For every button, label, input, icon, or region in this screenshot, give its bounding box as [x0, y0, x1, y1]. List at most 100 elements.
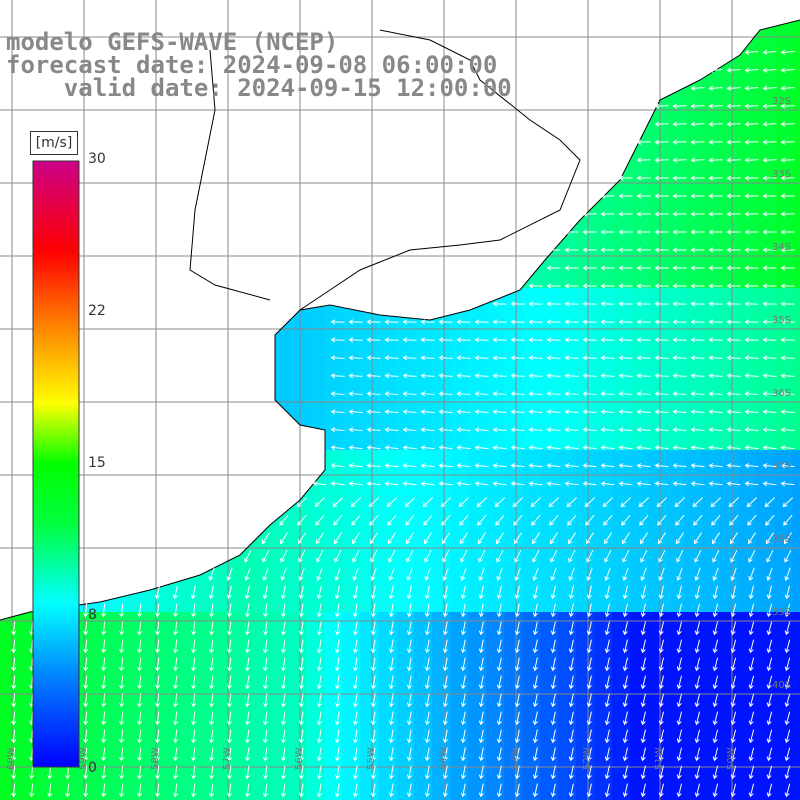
speed-cell — [360, 432, 378, 450]
wind-arrow — [694, 783, 701, 798]
speed-cell — [630, 162, 648, 180]
wind-arrow — [582, 391, 597, 397]
wind-arrow — [708, 157, 723, 163]
speed-cell — [396, 360, 414, 378]
wind-arrow — [438, 337, 453, 343]
speed-cell — [468, 558, 486, 576]
wind-arrow — [762, 355, 777, 361]
wind-arrow — [780, 103, 795, 109]
wind-arrow — [766, 549, 774, 563]
speed-cell — [450, 486, 468, 504]
wind-arrow — [726, 67, 741, 73]
wind-arrow — [442, 711, 448, 726]
speed-cell — [702, 594, 720, 612]
wind-arrow — [173, 711, 179, 726]
wind-arrow — [532, 549, 540, 563]
wind-arrow — [514, 675, 520, 690]
speed-cell — [774, 270, 792, 288]
wind-arrow — [654, 193, 669, 199]
speed-cell — [738, 720, 756, 738]
speed-cell — [540, 342, 558, 360]
speed-cell — [486, 504, 504, 522]
wind-arrow — [568, 603, 574, 618]
wind-arrow — [298, 729, 305, 744]
wind-arrow — [83, 675, 89, 690]
wind-arrow — [654, 301, 669, 307]
wind-arrow — [101, 603, 107, 618]
wind-arrow — [636, 229, 651, 235]
wind-arrow — [11, 639, 17, 654]
wind-arrow — [460, 549, 468, 563]
wind-arrow — [726, 193, 741, 199]
speed-cell — [414, 630, 432, 648]
speed-cell — [684, 792, 702, 800]
wind-arrow — [492, 463, 507, 469]
speed-cell — [666, 432, 684, 450]
speed-cell — [378, 774, 396, 792]
wind-arrow — [621, 532, 630, 545]
wind-arrow — [478, 783, 484, 798]
wind-arrow — [332, 497, 344, 508]
speed-cell — [738, 126, 756, 144]
wind-arrow — [316, 657, 323, 672]
wind-arrow — [730, 621, 737, 636]
wind-arrow — [456, 337, 471, 343]
wind-arrow — [280, 783, 287, 798]
wind-arrow — [600, 481, 615, 487]
wind-arrow — [638, 497, 650, 508]
wind-arrow — [478, 693, 484, 708]
speed-cell — [306, 360, 324, 378]
wind-arrow — [352, 729, 358, 744]
wind-arrow — [11, 783, 17, 798]
wind-arrow — [672, 193, 687, 199]
wind-arrow — [424, 585, 430, 600]
speed-cell — [738, 486, 756, 504]
speed-cell — [666, 702, 684, 720]
speed-cell — [666, 270, 684, 288]
wind-arrow — [262, 549, 270, 563]
wind-arrow — [492, 409, 507, 415]
wind-arrow — [622, 603, 628, 618]
speed-cell — [576, 576, 594, 594]
wind-arrow — [83, 603, 89, 618]
wind-arrow — [744, 337, 759, 343]
speed-cell — [306, 630, 324, 648]
wind-arrow — [708, 121, 723, 127]
speed-cell — [558, 576, 576, 594]
wind-arrow — [586, 657, 592, 672]
wind-arrow — [191, 747, 197, 762]
speed-cell — [396, 630, 414, 648]
wind-arrow — [676, 567, 683, 581]
wind-arrow — [726, 121, 741, 127]
wind-arrow — [420, 445, 435, 451]
speed-cell — [126, 594, 144, 612]
speed-cell — [522, 702, 540, 720]
wind-arrow — [636, 283, 651, 289]
wind-arrow — [244, 729, 251, 744]
speed-cell — [702, 738, 720, 756]
speed-cell — [738, 90, 756, 108]
wind-arrow — [83, 657, 89, 672]
speed-cell — [558, 558, 576, 576]
wind-arrow — [622, 765, 628, 780]
wind-arrow — [101, 639, 107, 654]
speed-cell — [252, 594, 270, 612]
wind-arrow — [780, 283, 795, 289]
lat-label: 33S — [772, 169, 791, 180]
wind-arrow — [584, 497, 596, 508]
wind-arrow — [370, 783, 376, 798]
wind-arrow — [600, 337, 615, 343]
speed-cell — [720, 522, 738, 540]
speed-cell — [666, 288, 684, 306]
wind-arrow — [496, 567, 503, 581]
speed-cell — [450, 378, 468, 396]
wind-arrow — [766, 765, 773, 780]
wind-arrow — [330, 463, 345, 469]
wind-arrow — [528, 463, 543, 469]
wind-arrow — [298, 621, 305, 636]
speed-cell — [288, 342, 306, 360]
wind-arrow — [440, 497, 452, 508]
speed-cell — [450, 684, 468, 702]
wind-arrow — [766, 783, 773, 798]
speed-cell — [216, 684, 234, 702]
